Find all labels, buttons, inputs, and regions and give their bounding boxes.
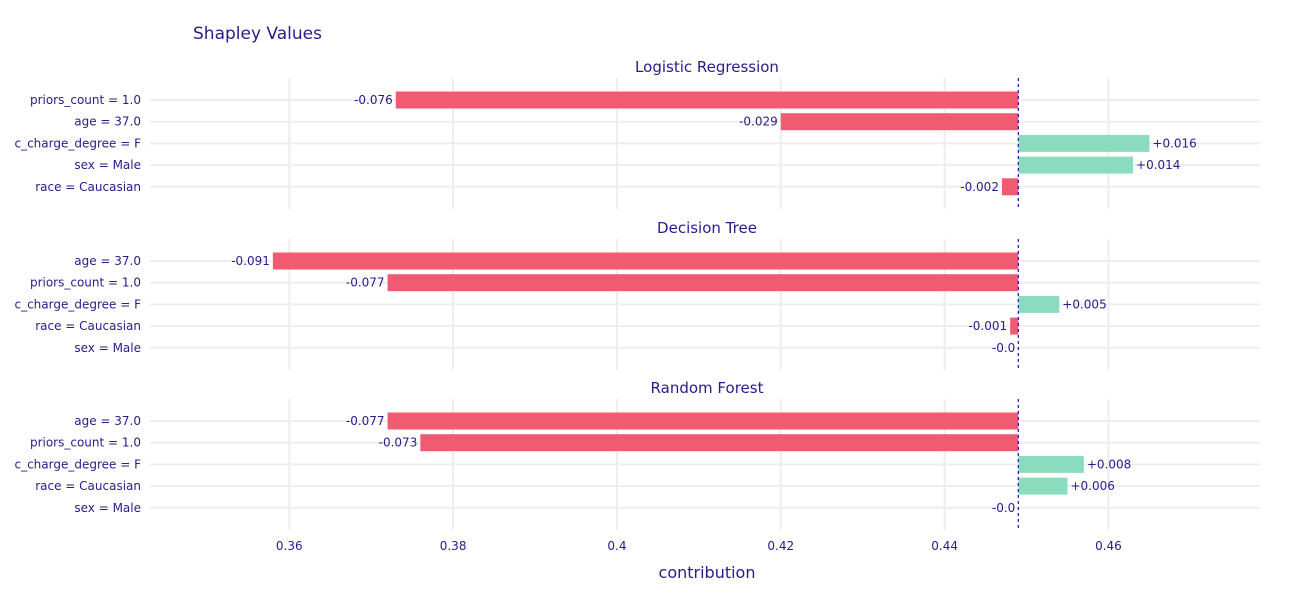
data-label: -0.091 (231, 254, 270, 268)
data-label: -0.0 (992, 341, 1015, 355)
x-axis-label: contribution (659, 563, 756, 582)
panel-title: Random Forest (651, 379, 764, 397)
bar (1001, 178, 1019, 196)
y-tick-label: age = 37.0 (74, 115, 141, 129)
data-label: +0.014 (1136, 158, 1180, 172)
bar (1018, 295, 1060, 313)
data-label: -0.073 (379, 436, 418, 450)
y-tick-label: race = Caucasian (35, 180, 141, 194)
data-label: +0.005 (1062, 297, 1106, 311)
x-tick-label: 0.4 (607, 539, 626, 553)
y-tick-label: c_charge_degree = F (14, 457, 141, 471)
y-tick-label: priors_count = 1.0 (30, 276, 141, 290)
panel-title: Logistic Regression (635, 58, 779, 76)
labels: Logistic Regression priors_count = 1.0 -0.… (14, 58, 1196, 515)
y-tick-label: age = 37.0 (74, 414, 141, 428)
x-tick-label: 0.42 (767, 539, 794, 553)
y-tick-label: priors_count = 1.0 (30, 93, 141, 107)
data-label: +0.016 (1152, 136, 1196, 150)
data-label: -0.001 (968, 319, 1007, 333)
y-tick-label: sex = Male (74, 501, 141, 515)
bar (387, 412, 1019, 430)
bar (1018, 156, 1134, 174)
data-label: -0.077 (346, 276, 385, 290)
y-tick-label: race = Caucasian (35, 319, 141, 333)
x-axis-ticks: 0.36 0.38 0.4 0.42 0.44 0.46 (276, 539, 1122, 553)
x-tick-label: 0.46 (1095, 539, 1122, 553)
bar (420, 434, 1019, 452)
panel-title: Decision Tree (657, 219, 757, 237)
x-tick-label: 0.38 (440, 539, 467, 553)
data-label: -0.076 (354, 93, 393, 107)
bar (1018, 455, 1084, 473)
bar (1018, 134, 1150, 152)
bar (1018, 477, 1068, 495)
y-tick-label: sex = Male (74, 341, 141, 355)
x-tick-label: 0.36 (276, 539, 303, 553)
y-tick-label: age = 37.0 (74, 254, 141, 268)
data-label: -0.002 (960, 180, 999, 194)
data-label: -0.029 (739, 115, 778, 129)
x-tick-label: 0.44 (931, 539, 958, 553)
bars (272, 91, 1150, 495)
data-label: -0.077 (346, 414, 385, 428)
bar (272, 252, 1019, 270)
chart-title: Shapley Values (193, 24, 322, 44)
data-label: +0.008 (1087, 457, 1131, 471)
y-tick-label: c_charge_degree = F (14, 136, 141, 150)
y-tick-label: priors_count = 1.0 (30, 436, 141, 450)
bar (1010, 317, 1019, 335)
data-label: -0.0 (992, 501, 1015, 515)
y-tick-label: race = Caucasian (35, 479, 141, 493)
bar (780, 113, 1019, 131)
data-label: +0.006 (1070, 479, 1114, 493)
bar (387, 274, 1019, 292)
y-tick-label: sex = Male (74, 158, 141, 172)
bar (395, 91, 1019, 109)
y-tick-label: c_charge_degree = F (14, 297, 141, 311)
